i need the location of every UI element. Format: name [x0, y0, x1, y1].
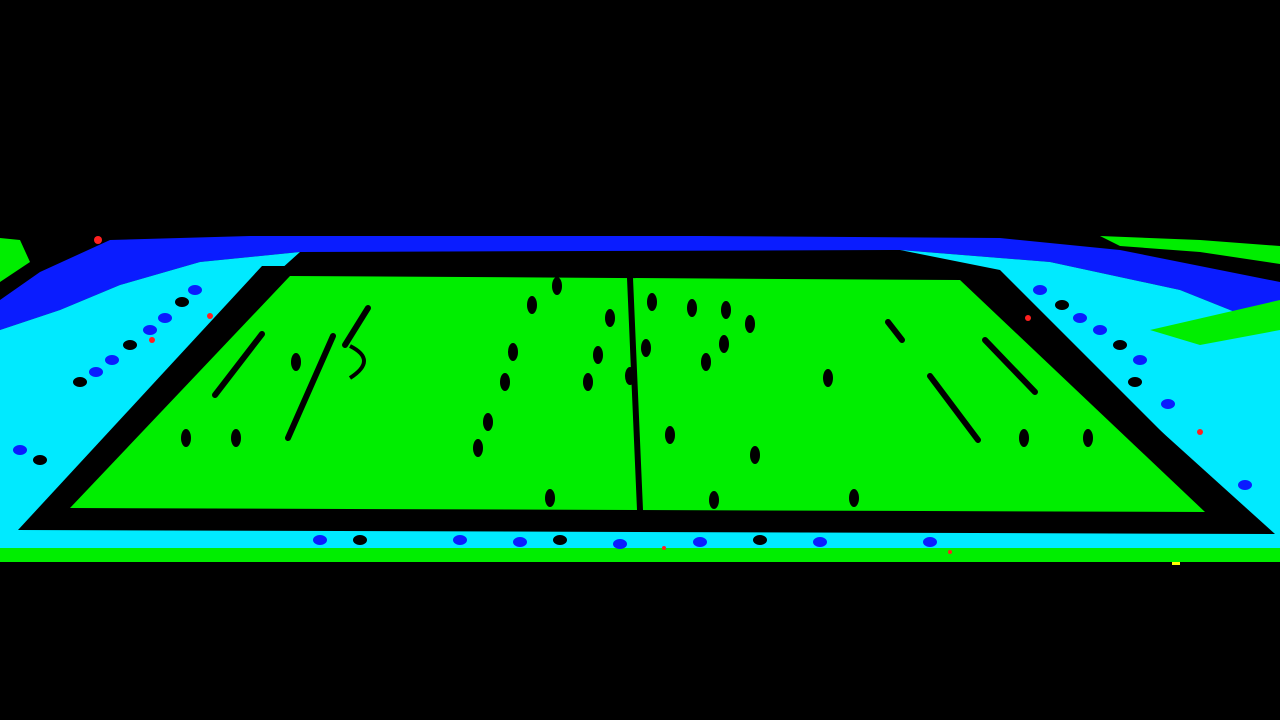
player [605, 309, 615, 327]
spectator [1238, 480, 1252, 490]
spectator [513, 537, 527, 547]
player [473, 439, 483, 457]
spectator [1113, 340, 1127, 350]
player [552, 277, 562, 295]
player [625, 367, 635, 385]
left-penalty-arc [348, 344, 366, 380]
upper-stand [0, 236, 1280, 330]
spectator [1093, 325, 1107, 335]
right-penalty-line-2 [927, 373, 981, 443]
right-penalty-line-3 [982, 337, 1038, 395]
player [1019, 429, 1029, 447]
spectator [123, 340, 137, 350]
spectator [158, 313, 172, 323]
player [701, 353, 711, 371]
spectator [613, 539, 627, 549]
player [545, 489, 555, 507]
player [583, 373, 593, 391]
player [593, 346, 603, 364]
spectator [693, 537, 707, 547]
pitch-markings [212, 275, 1038, 513]
player [665, 426, 675, 444]
player [687, 299, 697, 317]
spectator [1133, 355, 1147, 365]
player [483, 413, 493, 431]
player [527, 296, 537, 314]
spectator [175, 297, 189, 307]
spectator [13, 445, 27, 455]
spectator [813, 537, 827, 547]
right-penalty-line-1 [885, 319, 905, 343]
highlights [94, 236, 1203, 565]
player [849, 489, 859, 507]
spectator [313, 535, 327, 545]
player [291, 353, 301, 371]
left-penalty-line-3 [285, 333, 336, 441]
player [721, 301, 731, 319]
spectator [1055, 300, 1069, 310]
spectator [188, 285, 202, 295]
spectator [1033, 285, 1047, 295]
player [500, 373, 510, 391]
spectator [1128, 377, 1142, 387]
player [647, 293, 657, 311]
spectator [143, 325, 157, 335]
spectator [353, 535, 367, 545]
spectator [105, 355, 119, 365]
player [709, 491, 719, 509]
player [641, 339, 651, 357]
halfway-line [627, 275, 643, 513]
spectator [89, 367, 103, 377]
spectator [923, 537, 937, 547]
spectator [453, 535, 467, 545]
player [181, 429, 191, 447]
player [745, 315, 755, 333]
spectators [13, 285, 1252, 549]
player [750, 446, 760, 464]
players [181, 277, 1093, 509]
spectator [73, 377, 87, 387]
spectator [1073, 313, 1087, 323]
left-penalty-line-2 [212, 331, 265, 398]
spectator [1161, 399, 1175, 409]
player [508, 343, 518, 361]
player [823, 369, 833, 387]
spectator [753, 535, 767, 545]
player [231, 429, 241, 447]
spectator [553, 535, 567, 545]
player [1083, 429, 1093, 447]
spectator [33, 455, 47, 465]
player [719, 335, 729, 353]
left-penalty-line-1 [342, 305, 371, 348]
